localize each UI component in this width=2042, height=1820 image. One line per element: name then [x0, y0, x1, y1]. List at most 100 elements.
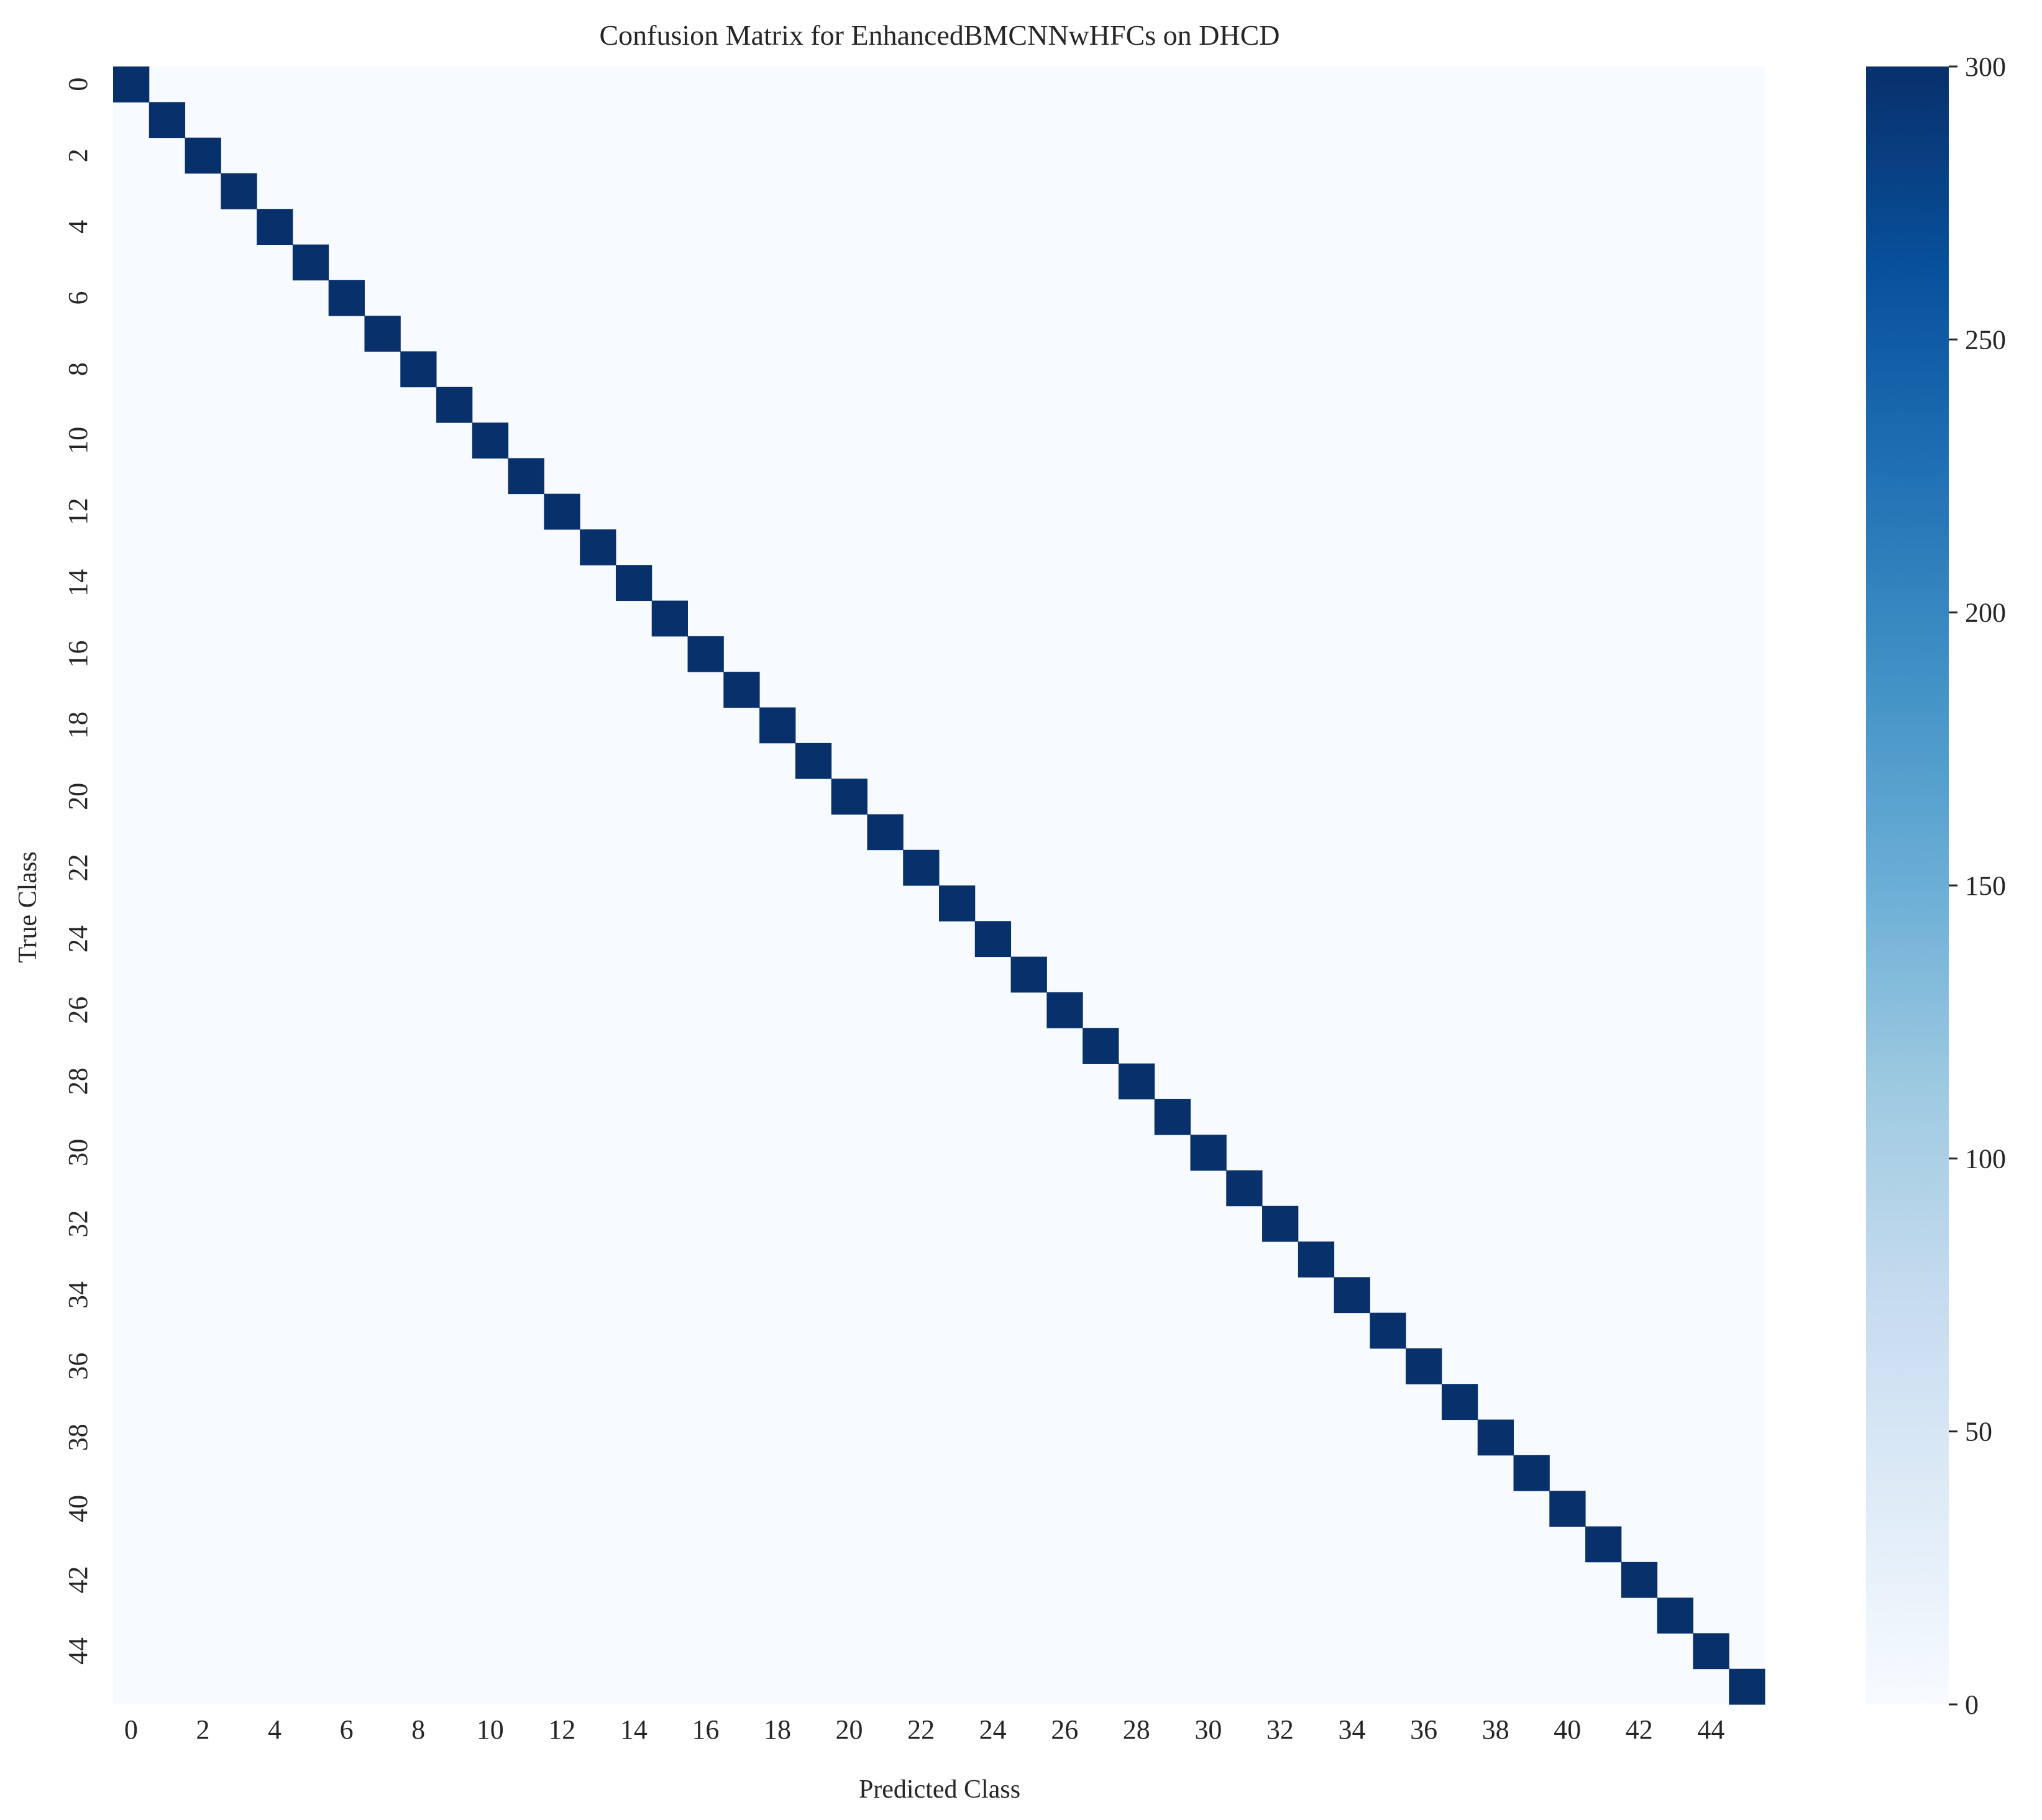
heatmap-cell-13-13 — [580, 529, 616, 565]
heatmap-cell-31-31 — [1226, 1170, 1263, 1207]
y-tick-label: 32 — [63, 1210, 93, 1237]
x-tick-label: 8 — [411, 1714, 425, 1745]
heatmap-cell-38-38 — [1477, 1419, 1514, 1456]
heatmap-cell-42-42 — [1621, 1562, 1658, 1598]
heatmap-cell-19-19 — [795, 743, 832, 779]
x-tick-label: 36 — [1410, 1714, 1437, 1745]
heatmap-cell-10-10 — [472, 423, 509, 459]
colorbar-tick-label: 150 — [1965, 871, 2006, 901]
y-tick-label: 4 — [63, 220, 93, 234]
x-tick-label: 4 — [268, 1714, 282, 1745]
colorbar-tick-label: 100 — [1965, 1143, 2006, 1174]
heatmap-cell-44-44 — [1693, 1633, 1729, 1670]
x-tick-label: 32 — [1266, 1714, 1294, 1745]
y-tick-label: 30 — [63, 1139, 93, 1166]
heatmap-cell-29-29 — [1154, 1099, 1191, 1135]
heatmap-cell-5-5 — [292, 244, 329, 281]
heatmap-cell-35-35 — [1370, 1312, 1406, 1349]
heatmap-cell-23-23 — [939, 885, 976, 921]
x-tick-label: 10 — [477, 1714, 504, 1745]
heatmap-cell-16-16 — [687, 636, 724, 672]
y-tick-label: 28 — [63, 1068, 93, 1095]
heatmap-cell-25-25 — [1010, 956, 1047, 993]
heatmap-cell-4-4 — [257, 209, 293, 245]
x-tick-label: 38 — [1482, 1714, 1509, 1745]
y-tick-label: 0 — [63, 78, 93, 91]
y-tick-label: 2 — [63, 149, 93, 162]
x-tick-label: 20 — [836, 1714, 863, 1745]
colorbar-ticks: 0 50 100 150 200 250 300 — [1949, 52, 2006, 1720]
colorbar-tick-label: 250 — [1965, 324, 2006, 355]
heatmap-cell-12-12 — [544, 493, 580, 530]
heatmap-cell-14-14 — [615, 565, 652, 601]
y-tick-label: 18 — [63, 711, 93, 739]
colorbar-tick-label: 300 — [1965, 52, 2006, 82]
x-tick-label: 26 — [1051, 1714, 1078, 1745]
heatmap-cell-27-27 — [1083, 1028, 1119, 1064]
heatmap-cell-3-3 — [221, 173, 257, 209]
heatmap-cell-18-18 — [759, 707, 796, 744]
heatmap-cell-37-37 — [1441, 1384, 1478, 1420]
y-tick-label: 14 — [63, 569, 93, 597]
heatmap-cell-22-22 — [903, 849, 940, 886]
y-tick-label: 24 — [63, 925, 93, 953]
y-tick-label: 8 — [63, 362, 93, 376]
colorbar — [1866, 66, 1949, 1704]
x-tick-label: 14 — [620, 1714, 648, 1745]
heatmap-cell-20-20 — [831, 779, 868, 815]
y-tick-label: 40 — [63, 1495, 93, 1522]
x-tick-label: 18 — [764, 1714, 791, 1745]
y-tick-label: 22 — [63, 854, 93, 881]
x-tick-label: 42 — [1626, 1714, 1653, 1745]
y-tick-label: 10 — [63, 427, 93, 454]
heatmap-cell-7-7 — [364, 316, 401, 352]
y-tick-label: 26 — [63, 997, 93, 1024]
y-tick-label: 34 — [63, 1281, 93, 1309]
x-tick-label: 24 — [979, 1714, 1007, 1745]
heatmap-cell-8-8 — [400, 351, 437, 388]
x-tick-label: 6 — [340, 1714, 354, 1745]
x-tick-label: 22 — [907, 1714, 935, 1745]
y-tick-label: 44 — [63, 1637, 93, 1665]
y-tick-label: 42 — [63, 1566, 93, 1593]
heatmap-cell-40-40 — [1549, 1491, 1586, 1527]
heatmap-cell-28-28 — [1118, 1063, 1155, 1100]
y-tick-label: 6 — [63, 291, 93, 304]
x-tick-label: 28 — [1123, 1714, 1150, 1745]
x-tick-label: 0 — [124, 1714, 138, 1745]
y-tick-label: 20 — [63, 783, 93, 810]
colorbar-tick-label: 50 — [1965, 1417, 1992, 1447]
y-tick-label: 36 — [63, 1353, 93, 1380]
heatmap-cell-9-9 — [436, 386, 473, 423]
y-tick-label: 12 — [63, 498, 93, 525]
y-axis-label: True Class — [14, 851, 42, 963]
heatmap-cell-0-0 — [113, 66, 150, 103]
heatmap-cell-6-6 — [328, 280, 365, 316]
x-axis-ticks: 0 2 4 6 8 10 12 14 16 18 20 22 24 26 28 30 32 34 36 38 40 42 4… — [124, 1714, 1724, 1745]
heatmap-cell-32-32 — [1262, 1205, 1299, 1242]
heatmap-cell-30-30 — [1190, 1135, 1227, 1171]
heatmap-cell-17-17 — [723, 672, 760, 708]
x-tick-label: 12 — [548, 1714, 575, 1745]
colorbar-tick-label: 0 — [1965, 1690, 1979, 1720]
heatmap-cell-24-24 — [974, 921, 1012, 958]
heatmap-plot-area — [113, 66, 1765, 1705]
x-tick-label: 30 — [1194, 1714, 1222, 1745]
heatmap-cell-21-21 — [867, 814, 904, 851]
x-tick-label: 34 — [1339, 1714, 1366, 1745]
x-tick-label: 44 — [1697, 1714, 1724, 1745]
heatmap-cell-33-33 — [1298, 1242, 1335, 1278]
x-tick-label: 40 — [1554, 1714, 1581, 1745]
heatmap-cell-41-41 — [1585, 1526, 1622, 1563]
x-axis-label: Predicted Class — [859, 1775, 1020, 1804]
colorbar-tick-label: 200 — [1965, 598, 2006, 628]
heatmap-cell-36-36 — [1406, 1348, 1442, 1384]
heatmap-cell-34-34 — [1334, 1277, 1370, 1314]
heatmap-cell-15-15 — [651, 600, 689, 637]
heatmap-cell-1-1 — [149, 102, 186, 139]
heatmap-cell-11-11 — [508, 458, 544, 495]
y-tick-label: 38 — [63, 1424, 93, 1451]
heatmap-cell-39-39 — [1513, 1455, 1550, 1491]
heatmap-cell-26-26 — [1046, 992, 1083, 1028]
y-axis-ticks: 0246810121416182022242628303234363840424… — [63, 78, 93, 1665]
